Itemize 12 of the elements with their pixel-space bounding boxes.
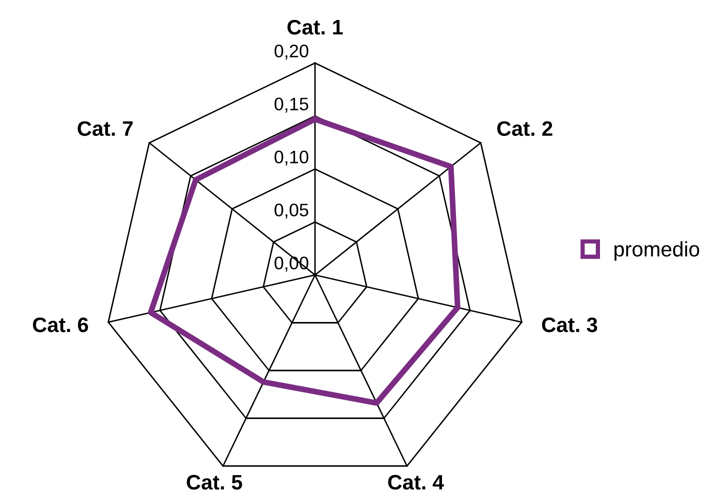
y-tick-label: 0,05 [274,204,308,219]
spoke-label: Cat. 3 [542,317,598,332]
legend-label: promedio [614,241,700,261]
spoke-label: Cat. 2 [497,121,552,136]
spoke-label: Cat. 6 [32,317,88,332]
y-tick-label: 0,15 [274,98,308,113]
spoke-label: Cat. 1 [287,20,343,35]
spoke-label: Cat. 7 [78,121,133,136]
spoke-label: Cat. 4 [388,474,444,490]
y-tick-label: 0,10 [274,150,308,166]
spoke-label: Cat. 5 [186,474,242,490]
y-tick-label: 0,20 [274,44,308,60]
